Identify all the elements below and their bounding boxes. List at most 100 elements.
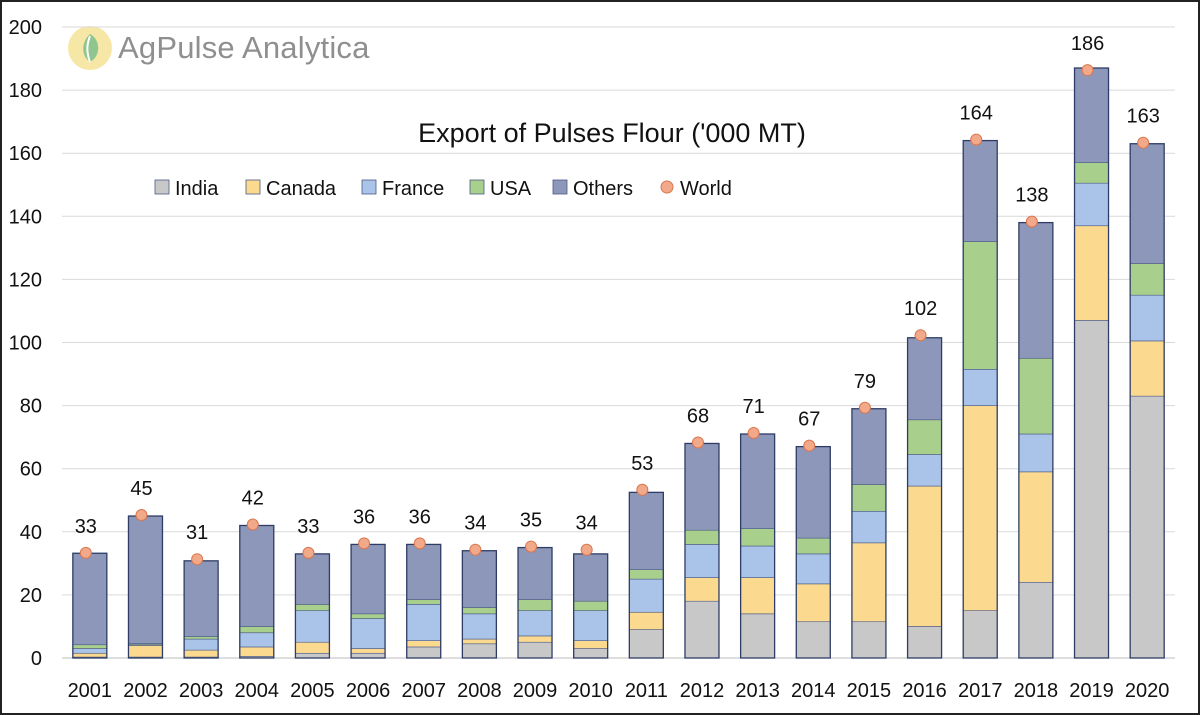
y-tick-label: 20: [20, 585, 42, 607]
y-tick-label: 0: [31, 648, 42, 670]
legend-label: Canada: [266, 178, 337, 200]
bar-segment-usa: [239, 626, 275, 634]
bar-segment-canada: [406, 640, 442, 648]
bar-segment-others: [517, 547, 553, 600]
bar-segment-canada: [183, 649, 219, 658]
x-tick-label: 2003: [179, 680, 224, 702]
y-tick-label: 160: [9, 143, 42, 165]
x-tick-label: 2017: [958, 680, 1003, 702]
bar-segment-canada: [962, 405, 998, 611]
bar-segment-usa: [462, 607, 497, 615]
legend-swatch: [154, 179, 170, 195]
y-tick-label: 60: [20, 459, 42, 481]
bar-segment-others: [573, 553, 608, 602]
bar-segment-usa: [295, 604, 330, 611]
bar-segment-canada: [573, 640, 608, 649]
bar-segment-canada: [740, 577, 775, 615]
legend-swatch: [469, 179, 485, 195]
data-label: 53: [631, 453, 653, 475]
x-tick-label: 2011: [625, 680, 668, 702]
world-marker: [413, 537, 426, 550]
world-marker: [1025, 215, 1038, 228]
bar-segment-usa: [629, 569, 664, 580]
world-marker: [358, 537, 371, 550]
bar-segment-canada: [1129, 340, 1165, 397]
bar-segment-france: [350, 618, 386, 649]
bar-segment-france: [239, 632, 275, 648]
x-tick-label: 2007: [401, 680, 446, 702]
data-label: 79: [854, 371, 876, 393]
bar-segment-usa: [406, 599, 442, 605]
bar-segment-france: [1129, 294, 1165, 342]
y-tick-label: 180: [9, 80, 42, 102]
bar-segment-france: [684, 544, 720, 578]
x-tick-label: 2015: [847, 680, 892, 702]
bar-segment-usa: [740, 528, 775, 547]
x-tick-label: 2008: [457, 680, 502, 702]
bar-segment-france: [462, 613, 497, 640]
y-tick-label: 140: [9, 206, 42, 228]
data-label: 68: [687, 405, 709, 427]
data-label: 138: [1015, 185, 1048, 207]
world-marker: [246, 518, 259, 531]
bar-segment-france: [72, 648, 108, 654]
bar-segment-france: [517, 610, 553, 637]
bar-segment-others: [684, 443, 720, 531]
bar-segment-usa: [851, 484, 887, 512]
bar-segment-india: [1018, 581, 1054, 659]
legend-label: USA: [490, 178, 532, 200]
x-tick-label: 2004: [235, 680, 280, 702]
legend-item-canada: Canada: [245, 178, 337, 200]
world-marker: [803, 439, 816, 452]
world-marker: [747, 426, 760, 439]
bar-segment-usa: [517, 599, 553, 611]
bar-segment-usa: [1074, 162, 1109, 184]
bar-segment-france: [740, 545, 775, 578]
x-tick-label: 2014: [791, 680, 836, 702]
legend: India Canada France USA Others World: [154, 178, 732, 200]
bar-segment-others: [406, 544, 442, 600]
legend-item-usa: USA: [469, 178, 532, 200]
bar-segment-canada: [239, 646, 275, 657]
world-marker: [469, 543, 482, 556]
legend-item-others: Others: [552, 178, 633, 200]
legend-item-world: World: [660, 178, 732, 200]
bar-segment-france: [573, 610, 608, 641]
bar-segment-usa: [1129, 263, 1165, 296]
bar-segment-france: [907, 454, 942, 487]
bar-segment-france: [406, 604, 442, 641]
bar-segment-india: [462, 643, 497, 659]
x-tick-label: 2019: [1069, 680, 1114, 702]
world-marker: [914, 329, 927, 342]
world-marker: [302, 546, 315, 559]
legend-label: World: [680, 178, 732, 200]
brand-logo: AgPulse Analytica: [68, 26, 370, 70]
bar-segment-india: [740, 613, 775, 659]
bar-segment-others: [851, 408, 887, 485]
data-label: 31: [186, 522, 208, 544]
bar-segment-usa: [962, 241, 998, 370]
bar-segment-others: [907, 337, 942, 421]
world-marker: [691, 436, 704, 449]
data-label: 34: [464, 513, 486, 535]
legend-swatch: [552, 179, 568, 195]
bar-segment-france: [1018, 433, 1054, 473]
bar-segment-usa: [907, 419, 942, 455]
bar-segment-others: [1129, 143, 1165, 264]
bar-segment-canada: [1018, 471, 1054, 583]
bar-segment-others: [128, 515, 163, 644]
leaf-logo-icon: [68, 26, 112, 70]
bar-segment-india: [517, 641, 553, 659]
bar-segment-india: [795, 621, 831, 659]
bar-segment-others: [72, 552, 108, 646]
data-label: 35: [520, 510, 542, 532]
bar-segment-india: [295, 652, 330, 659]
world-marker: [191, 553, 204, 566]
bar-segment-india: [1129, 395, 1165, 659]
world-marker: [1081, 64, 1094, 77]
bar-segment-france: [795, 553, 831, 585]
world-marker: [79, 546, 92, 559]
bar-segment-india: [851, 621, 887, 659]
bar-segment-others: [350, 544, 386, 615]
data-label: 36: [353, 506, 375, 528]
